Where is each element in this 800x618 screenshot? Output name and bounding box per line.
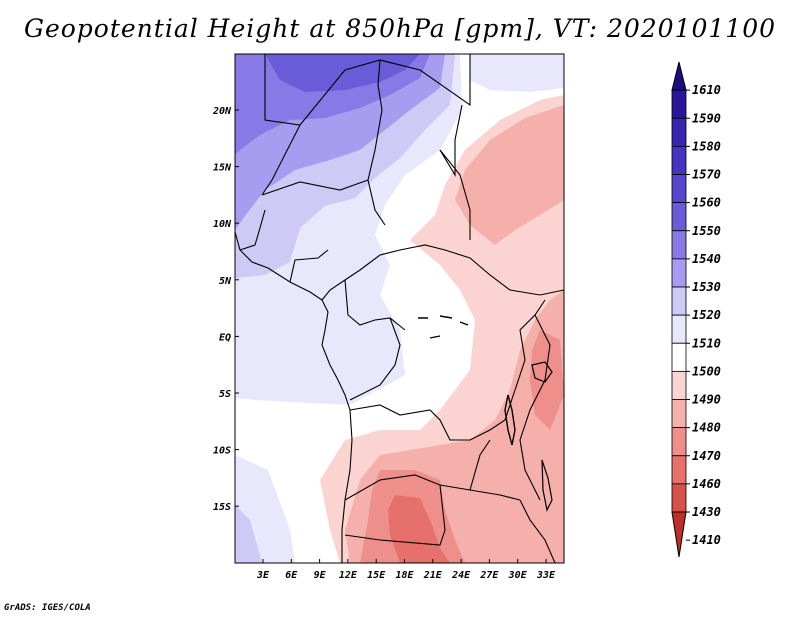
colorbar-swatch	[671, 202, 687, 232]
colorbar-swatch	[671, 258, 687, 288]
colorbar-swatch	[671, 117, 687, 147]
lon-label: 6E	[285, 570, 298, 581]
colorbar-swatch	[671, 286, 687, 316]
colorbar-swatch	[671, 230, 687, 260]
colorbar-swatch	[671, 370, 687, 400]
boundaries	[235, 54, 564, 563]
colorbar-swatch	[671, 455, 687, 485]
lon-label: 30E	[508, 570, 528, 581]
map-title: Geopotential Height at 850hPa [gpm], VT:…	[23, 14, 777, 43]
colorbar-swatch	[671, 89, 687, 119]
colorbar-label: 1550	[692, 224, 721, 238]
map-frame	[234, 53, 565, 564]
lon-label: 21E	[423, 570, 443, 581]
lon-label: 15E	[367, 570, 386, 581]
colorbar-swatch	[671, 145, 687, 175]
lon-label: 18E	[395, 570, 414, 581]
lon-label: 3E	[256, 570, 270, 581]
colorbar-label: 1610	[692, 83, 721, 97]
colorbar-label: 1580	[692, 139, 721, 153]
lat-label: 15S	[213, 502, 231, 513]
colorbar-label: 1410	[692, 533, 721, 547]
colorbar-label: 1540	[692, 252, 721, 266]
colorbar-label: 1570	[692, 168, 721, 182]
contour-1530-sw	[235, 505, 262, 563]
lon-label: 24E	[451, 570, 471, 581]
lon-label: 27E	[479, 570, 499, 581]
colorbar-swatch	[671, 342, 687, 372]
lon-label: 33E	[536, 570, 556, 581]
colorbar-label: 1470	[692, 449, 721, 463]
lat-label: 15N	[213, 163, 232, 174]
height-field	[235, 54, 564, 563]
colorbar-swatch	[671, 427, 687, 457]
colorbar-label: 1490	[692, 393, 721, 407]
lat-label: 10S	[213, 446, 231, 457]
colorbar-swatch	[671, 483, 687, 513]
lon-label: 12E	[339, 570, 358, 581]
colorbar-top-arrow	[671, 61, 687, 91]
grads-credit: GrADS: IGES/COLA	[4, 603, 91, 613]
colorbar-bottom-arrow	[671, 511, 687, 558]
colorbar-label: 1500	[692, 364, 721, 378]
colorbar-label: 1530	[692, 280, 721, 294]
colorbar-label: 1480	[692, 421, 721, 435]
latitude-axis: 20N 15N 10N 5N EQ 5S 10S 15S	[212, 106, 239, 513]
colorbar-label: 1520	[692, 308, 721, 322]
colorbar-label: 1590	[692, 111, 721, 125]
lat-label: 5S	[219, 389, 231, 400]
colorbar-swatch	[671, 314, 687, 344]
colorbar-label: 1430	[692, 505, 721, 519]
colorbar-label: 1460	[692, 477, 721, 491]
colorbar-swatch	[671, 174, 687, 204]
colorbar-label: 1510	[692, 336, 721, 350]
lat-label: 5N	[219, 276, 232, 287]
contour-1470	[388, 495, 450, 563]
contour-1520-ne	[470, 54, 564, 92]
colorbar-swatch	[671, 399, 687, 429]
lat-label: 10N	[213, 219, 232, 230]
lon-label: 9E	[314, 570, 327, 581]
lat-label: EQ	[219, 332, 231, 343]
longitude-axis: 3E 6E 9E 12E 15E 18E 21E 24E 27E 30E 33E	[256, 559, 556, 581]
colorbar: 1610 1590 1580 1570 1560 1550 1540 1530 1520 1510…	[671, 61, 721, 558]
contour-1490-ne	[455, 105, 564, 245]
lat-label: 20N	[212, 106, 232, 117]
colorbar-label: 1560	[692, 196, 721, 210]
